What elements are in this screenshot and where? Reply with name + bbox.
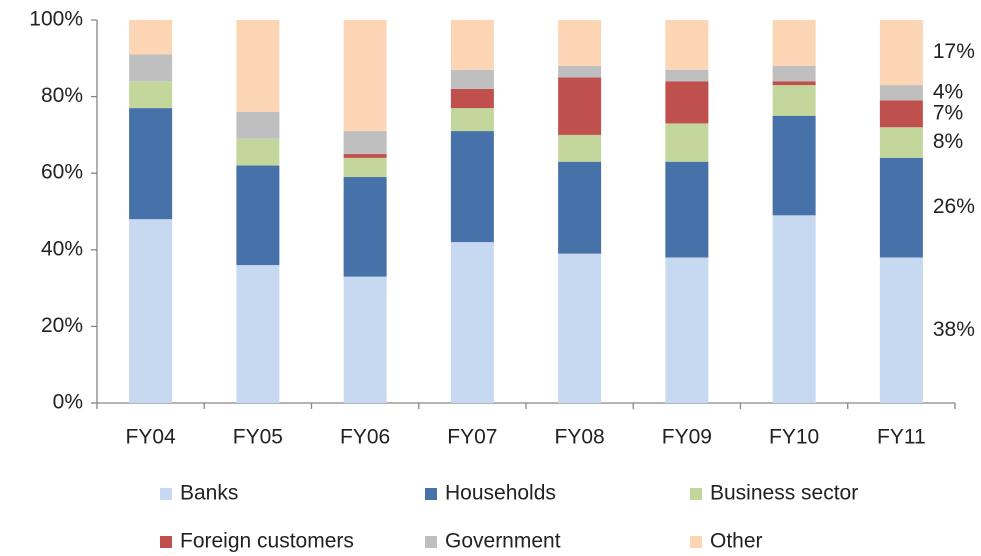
- x-tick-label: FY07: [447, 426, 497, 449]
- legend-label: Foreign customers: [180, 530, 354, 553]
- data-label: 38%: [933, 318, 975, 341]
- bar-segment: [772, 115, 816, 216]
- bar-segment: [450, 88, 494, 109]
- legend-label: Business sector: [710, 482, 858, 505]
- bar-segment: [558, 20, 602, 66]
- y-tick-label: 80%: [41, 84, 83, 107]
- legend-swatch: [690, 536, 702, 548]
- data-label: 17%: [933, 40, 975, 63]
- bar-segment: [450, 131, 494, 243]
- bar-segment: [772, 215, 816, 403]
- bar-segment: [450, 20, 494, 70]
- bar-segment: [879, 20, 923, 86]
- bar-segment: [558, 253, 602, 403]
- x-tick-label: FY08: [555, 426, 605, 449]
- legend-swatch: [160, 488, 172, 500]
- bar-segment: [343, 154, 387, 158]
- bar-segment: [879, 257, 923, 403]
- bar-segment: [879, 157, 923, 258]
- bar-segment: [450, 242, 494, 403]
- x-tick-label: FY06: [340, 426, 390, 449]
- bar-segment: [450, 69, 494, 89]
- bar-segment: [879, 100, 923, 128]
- bar-segment: [343, 20, 387, 132]
- bar-segment: [129, 20, 173, 55]
- bar-segment: [129, 219, 173, 403]
- bar-segment: [665, 161, 709, 258]
- x-tick-label: FY09: [662, 426, 712, 449]
- bar-segment: [236, 20, 280, 112]
- y-tick-label: 20%: [41, 314, 83, 337]
- legend-label: Other: [710, 530, 763, 553]
- data-label: 26%: [933, 195, 975, 218]
- legend-label: Banks: [180, 482, 238, 505]
- bar-segment: [665, 69, 709, 82]
- bar-segment: [665, 123, 709, 162]
- bar-segment: [343, 177, 387, 277]
- bar-segment: [558, 161, 602, 254]
- x-tick-label: FY11: [877, 426, 926, 449]
- bar-segment: [450, 108, 494, 132]
- bar-segment: [343, 157, 387, 178]
- y-tick-label: 100%: [29, 8, 83, 31]
- bar-segment: [129, 81, 173, 109]
- bar-segment: [236, 165, 280, 266]
- bar-segment: [665, 20, 709, 70]
- bar-segment: [772, 85, 816, 116]
- y-tick-label: 40%: [41, 237, 83, 260]
- legend-swatch: [425, 488, 437, 500]
- bar-segment: [772, 20, 816, 66]
- bar-segment: [236, 138, 280, 166]
- bar-segment: [665, 257, 709, 403]
- bar-segment: [129, 54, 173, 82]
- bar-segment: [772, 81, 816, 86]
- legend-label: Government: [445, 530, 561, 553]
- y-tick-label: 0%: [53, 391, 83, 414]
- bar-segment: [236, 111, 280, 139]
- bar-segment: [129, 108, 173, 220]
- x-tick-label: FY10: [769, 426, 819, 449]
- x-tick-label: FY05: [233, 426, 283, 449]
- legend-swatch: [690, 488, 702, 500]
- bar-segment: [343, 276, 387, 403]
- legend-swatch: [425, 536, 437, 548]
- bar-segment: [236, 265, 280, 403]
- legend-label: Households: [445, 482, 556, 505]
- bar-segment: [558, 77, 602, 135]
- legend-swatch: [160, 536, 172, 548]
- data-label: 8%: [933, 130, 963, 153]
- bar-segment: [343, 131, 387, 155]
- bar-segment: [879, 85, 923, 101]
- data-label: 4%: [933, 80, 963, 103]
- y-tick-label: 60%: [41, 161, 83, 184]
- bar-segment: [558, 134, 602, 162]
- bar-segment: [665, 81, 709, 124]
- bar-segment: [772, 65, 816, 82]
- x-tick-label: FY04: [126, 426, 177, 449]
- bar-segment: [879, 127, 923, 158]
- data-label: 7%: [933, 101, 963, 124]
- bar-segment: [558, 65, 602, 78]
